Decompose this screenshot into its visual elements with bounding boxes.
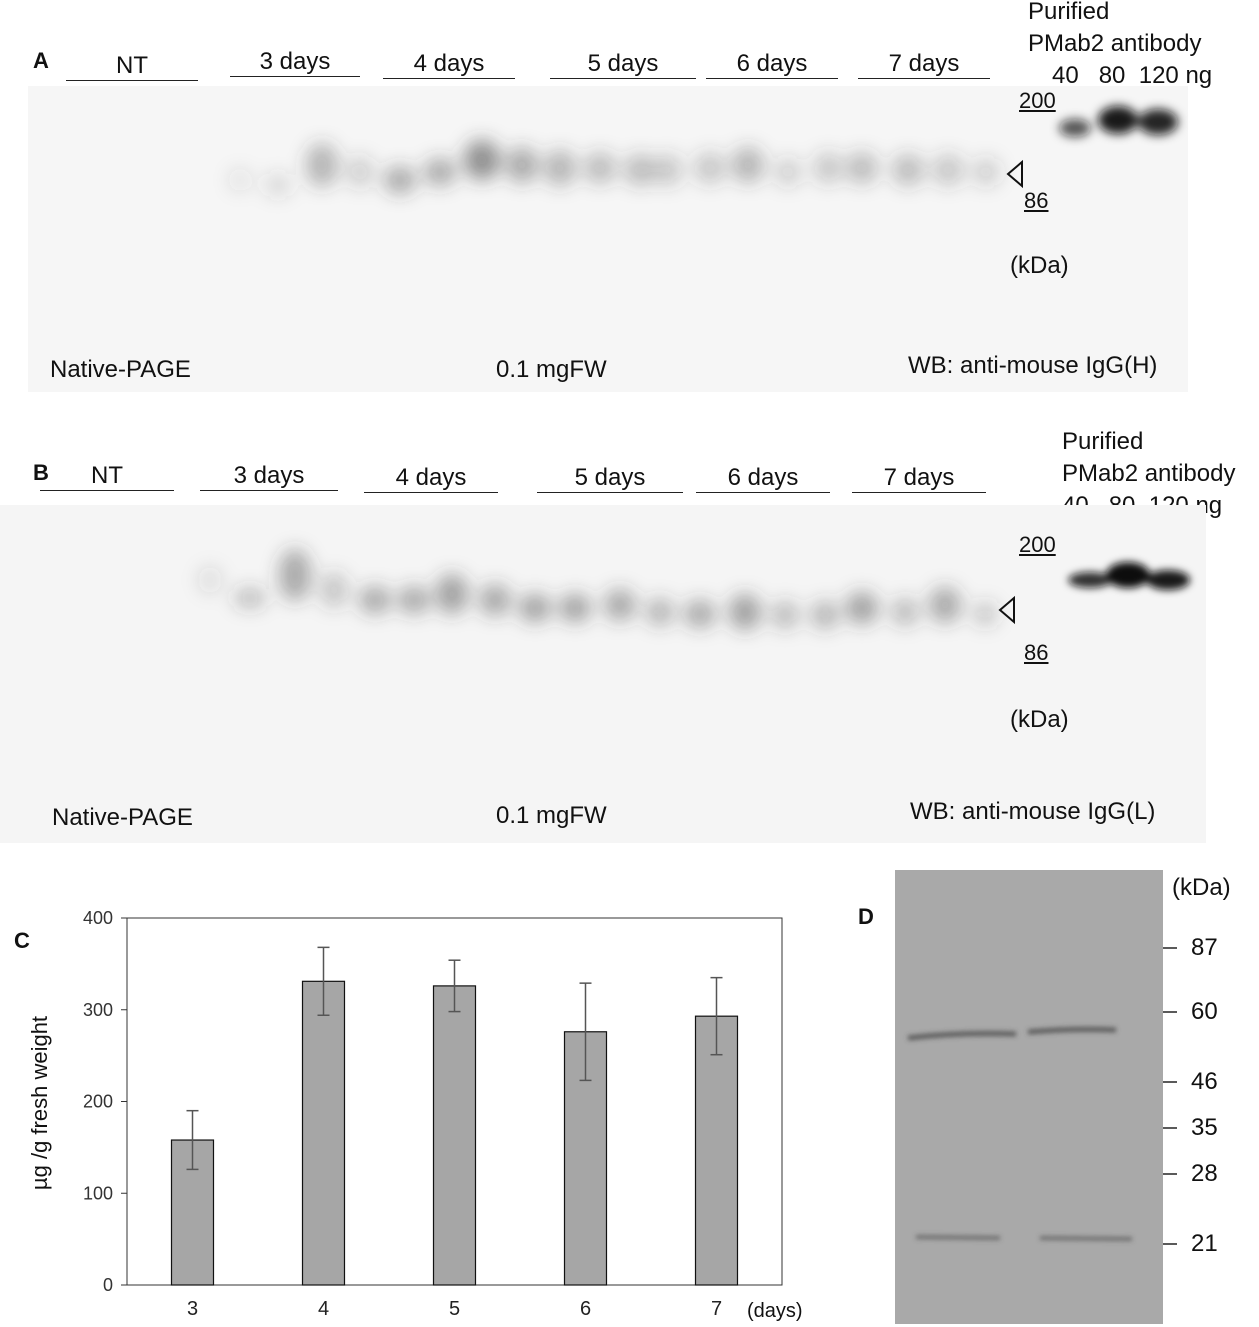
x-tick-label-6: 6 — [580, 1298, 591, 1320]
footer-a-loading: 0.1 mgFW — [496, 356, 607, 383]
purified-label-line2: PMab2 antibody — [1028, 30, 1202, 57]
x-axis-unit: (days) — [747, 1300, 803, 1322]
marker-a-200: 200 — [1019, 88, 1056, 113]
bar-4 — [301, 980, 346, 1286]
y-tick-label: 0 — [103, 1275, 113, 1295]
purified-amounts: 40 80 120 ng — [1052, 62, 1213, 89]
lane-group-3days: 3 days — [230, 48, 360, 77]
panel-a-letter: A — [33, 48, 49, 73]
y-tick-label: 300 — [83, 1000, 113, 1020]
lane-group-3days: 3 days — [200, 462, 338, 491]
panel-d-letter: D — [858, 904, 874, 929]
panel-c-letter: C — [14, 928, 30, 953]
lane-group-5days: 5 days — [550, 50, 696, 79]
lane-group-6days: 6 days — [696, 464, 830, 493]
purified-label-line2: PMab2 antibody — [1062, 460, 1236, 487]
x-tick-label-7: 7 — [711, 1298, 722, 1320]
footer-b-loading: 0.1 mgFW — [496, 802, 607, 829]
lane-group-7days: 7 days — [858, 50, 990, 79]
y-tick-label: 200 — [83, 1092, 113, 1112]
x-tick-label-5: 5 — [449, 1298, 460, 1320]
band-arrowhead-b — [998, 595, 1015, 625]
marker-a-86: 86 — [1024, 188, 1049, 213]
x-tick-label-3: 3 — [187, 1298, 198, 1320]
band-arrowhead-a — [1006, 159, 1023, 189]
y-tick-label: 100 — [83, 1183, 113, 1203]
footer-a-native-page: Native-PAGE — [50, 356, 191, 383]
lane-group-6days: 6 days — [706, 50, 838, 79]
lane-group-5days: 5 days — [537, 464, 683, 493]
marker-b-86: 86 — [1024, 640, 1049, 665]
blot-image-a — [28, 86, 1188, 392]
marker-d-35: 35 — [1191, 1114, 1218, 1141]
purified-label-line1: Purified — [1028, 0, 1110, 25]
marker-b-200: 200 — [1019, 532, 1056, 557]
unit-d-kda: (kDa) — [1172, 874, 1231, 901]
marker-d-87: 87 — [1191, 934, 1218, 961]
marker-d-28: 28 — [1191, 1160, 1218, 1187]
footer-b-native-page: Native-PAGE — [52, 804, 193, 831]
lane-group-4days: 4 days — [383, 50, 515, 79]
footer-b-wb: WB: anti-mouse IgG(L) — [910, 798, 1156, 825]
marker-d-46: 46 — [1191, 1068, 1218, 1095]
y-tick-label: 400 — [83, 908, 113, 928]
purified-label-line1: Purified — [1062, 428, 1144, 455]
blot-image-b — [198, 549, 1190, 630]
footer-a-wb: WB: anti-mouse IgG(H) — [908, 352, 1158, 379]
marker-d-21: 21 — [1191, 1230, 1218, 1257]
bar-7 — [694, 1015, 739, 1286]
unit-a-kda: (kDa) — [1010, 252, 1069, 279]
lane-group-4days: 4 days — [364, 464, 498, 493]
unit-b-kda: (kDa) — [1010, 706, 1069, 733]
lane-group-nt: NT — [66, 52, 198, 81]
panel-b-letter: B — [33, 460, 49, 485]
marker-d-60: 60 — [1191, 998, 1218, 1025]
lane-group-nt: NT — [40, 462, 174, 491]
lane-group-7days: 7 days — [852, 464, 986, 493]
x-tick-label-4: 4 — [318, 1298, 329, 1320]
